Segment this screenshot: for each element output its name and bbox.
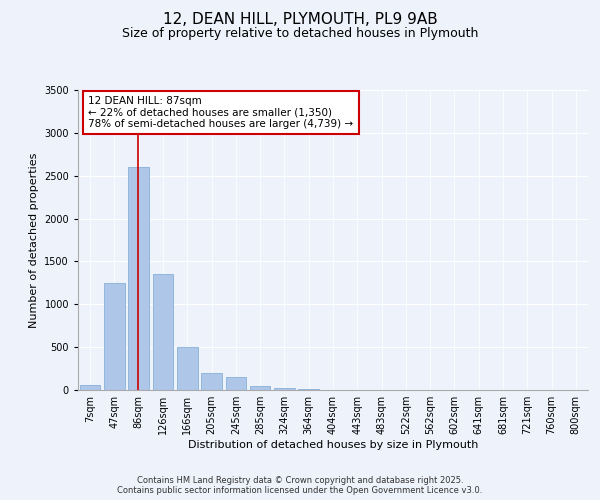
Text: 12 DEAN HILL: 87sqm
← 22% of detached houses are smaller (1,350)
78% of semi-det: 12 DEAN HILL: 87sqm ← 22% of detached ho… bbox=[88, 96, 353, 129]
Bar bbox=[104, 283, 125, 390]
Text: Contains HM Land Registry data © Crown copyright and database right 2025.
Contai: Contains HM Land Registry data © Crown c… bbox=[118, 476, 482, 495]
Bar bbox=[250, 386, 271, 390]
Bar bbox=[80, 386, 100, 390]
Bar bbox=[274, 388, 295, 390]
Bar bbox=[298, 389, 319, 390]
Bar bbox=[177, 347, 197, 390]
X-axis label: Distribution of detached houses by size in Plymouth: Distribution of detached houses by size … bbox=[188, 440, 478, 450]
Text: 12, DEAN HILL, PLYMOUTH, PL9 9AB: 12, DEAN HILL, PLYMOUTH, PL9 9AB bbox=[163, 12, 437, 28]
Bar bbox=[226, 377, 246, 390]
Bar bbox=[152, 274, 173, 390]
Text: Size of property relative to detached houses in Plymouth: Size of property relative to detached ho… bbox=[122, 28, 478, 40]
Bar bbox=[201, 373, 222, 390]
Bar bbox=[128, 167, 149, 390]
Y-axis label: Number of detached properties: Number of detached properties bbox=[29, 152, 38, 328]
